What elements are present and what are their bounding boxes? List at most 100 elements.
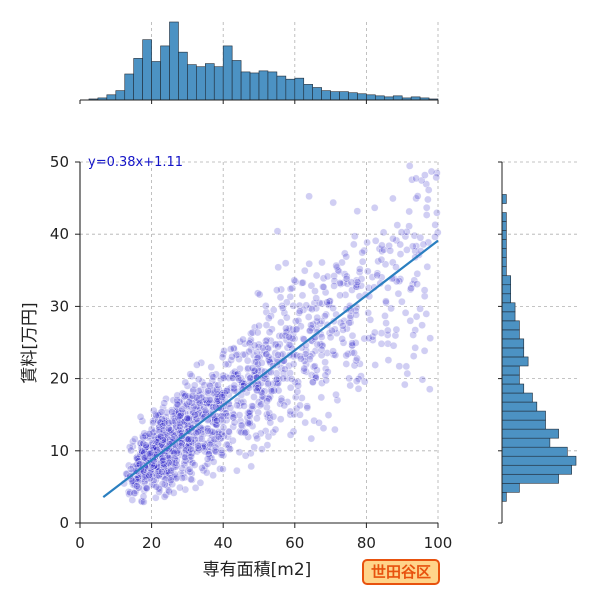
scatter-point <box>244 419 253 428</box>
scatter-point <box>334 266 343 275</box>
scatter-point <box>190 461 199 469</box>
scatter-point <box>352 356 360 365</box>
scatter-point <box>222 440 231 449</box>
scatter-point <box>204 389 213 398</box>
right-hist-bar <box>501 266 507 277</box>
scatter-point <box>144 432 152 441</box>
scatter-point <box>346 381 355 390</box>
scatter-point <box>254 383 263 392</box>
scatter-point <box>277 285 286 294</box>
scatter-point <box>350 349 358 357</box>
right-hist-bar <box>501 347 525 358</box>
scatter-point <box>330 282 338 290</box>
scatter-point <box>281 259 290 268</box>
scatter-point <box>422 310 431 318</box>
scatter-point <box>206 436 215 445</box>
scatter-point <box>384 283 392 292</box>
scatter-point <box>269 306 278 314</box>
scatter-point <box>139 492 148 501</box>
scatter-point <box>224 360 233 369</box>
scatter-point <box>348 339 357 348</box>
scatter-point <box>336 291 344 300</box>
scatter-point <box>358 248 367 257</box>
right-hist-bar <box>501 356 529 367</box>
scatter-point <box>396 275 405 283</box>
scatter-point <box>310 362 319 371</box>
scatter-point <box>420 292 429 301</box>
scatter-point <box>162 394 170 403</box>
regression-line <box>102 239 439 499</box>
scatter-point <box>178 474 187 482</box>
scatter-point <box>219 371 227 380</box>
scatter-point <box>221 360 230 369</box>
scatter-point <box>339 326 347 334</box>
scatter-point <box>349 240 358 249</box>
right-hist-bar <box>501 410 546 421</box>
scatter-point <box>352 310 360 319</box>
scatter-point <box>353 278 362 286</box>
scatter-point <box>153 446 161 454</box>
scatter-point <box>366 315 375 324</box>
scatter-point <box>205 395 214 404</box>
scatter-point <box>152 411 160 420</box>
scatter-point <box>341 291 350 299</box>
x-tick-label-5: 100 <box>424 534 453 552</box>
x-tick-label-0: 0 <box>75 534 85 552</box>
scatter-point <box>137 475 146 484</box>
scatter-point <box>278 350 287 358</box>
top-hist-bar <box>222 45 233 101</box>
scatter-point <box>292 325 301 334</box>
top-hist-bar <box>339 91 349 101</box>
scatter-point <box>405 222 413 230</box>
scatter-point <box>286 410 295 419</box>
scatter-point <box>181 378 190 387</box>
right-hist-bar <box>501 374 520 385</box>
scatter-point <box>264 355 273 364</box>
scatter-point <box>309 363 318 371</box>
scatter-point <box>254 343 263 351</box>
scatter-point <box>192 403 201 411</box>
scatter-point <box>423 262 432 271</box>
scatter-point <box>411 247 420 255</box>
scatter-point <box>272 375 281 384</box>
scatter-point <box>176 411 185 420</box>
scatter-point <box>370 328 379 337</box>
y-tick-label-2: 20 <box>50 370 69 388</box>
scatter-point <box>234 370 242 378</box>
scatter-point <box>422 203 431 212</box>
scatter-point <box>264 314 273 323</box>
scatter-point <box>273 227 282 235</box>
scatter-point <box>217 446 226 455</box>
top-hist-bar <box>357 93 367 101</box>
scatter-point <box>193 361 201 369</box>
x-axis-ticks: 0 20 40 60 80 100 <box>75 523 452 552</box>
top-hist-bar <box>231 60 242 101</box>
scatter-point <box>232 370 241 379</box>
scatter-point <box>318 258 326 267</box>
scatter-point <box>403 246 411 254</box>
right-hist-bar <box>501 473 559 484</box>
scatter-point <box>360 377 369 386</box>
scatter-point <box>193 410 202 419</box>
top-hist-bar <box>205 63 215 101</box>
top-hist-bar <box>151 61 161 101</box>
scatter-point <box>300 266 309 275</box>
scatter-point <box>250 393 258 401</box>
scatter-point <box>248 364 257 372</box>
right-hist-bar <box>501 428 559 439</box>
scatter-point <box>340 249 349 258</box>
scatter-point <box>184 435 193 444</box>
scatter-point <box>158 468 166 476</box>
top-hist-bar <box>321 90 331 101</box>
scatter-point <box>138 417 147 425</box>
scatter-point <box>345 374 353 383</box>
scatter-point <box>406 316 415 325</box>
scatter-point <box>245 407 254 416</box>
scatter-point <box>167 466 175 475</box>
scatter-point <box>416 233 425 242</box>
scatter-point <box>139 498 148 506</box>
scatter-point <box>254 408 263 417</box>
scatter-point <box>194 444 203 453</box>
scatter-point <box>263 336 271 344</box>
scatter-point <box>229 413 237 422</box>
